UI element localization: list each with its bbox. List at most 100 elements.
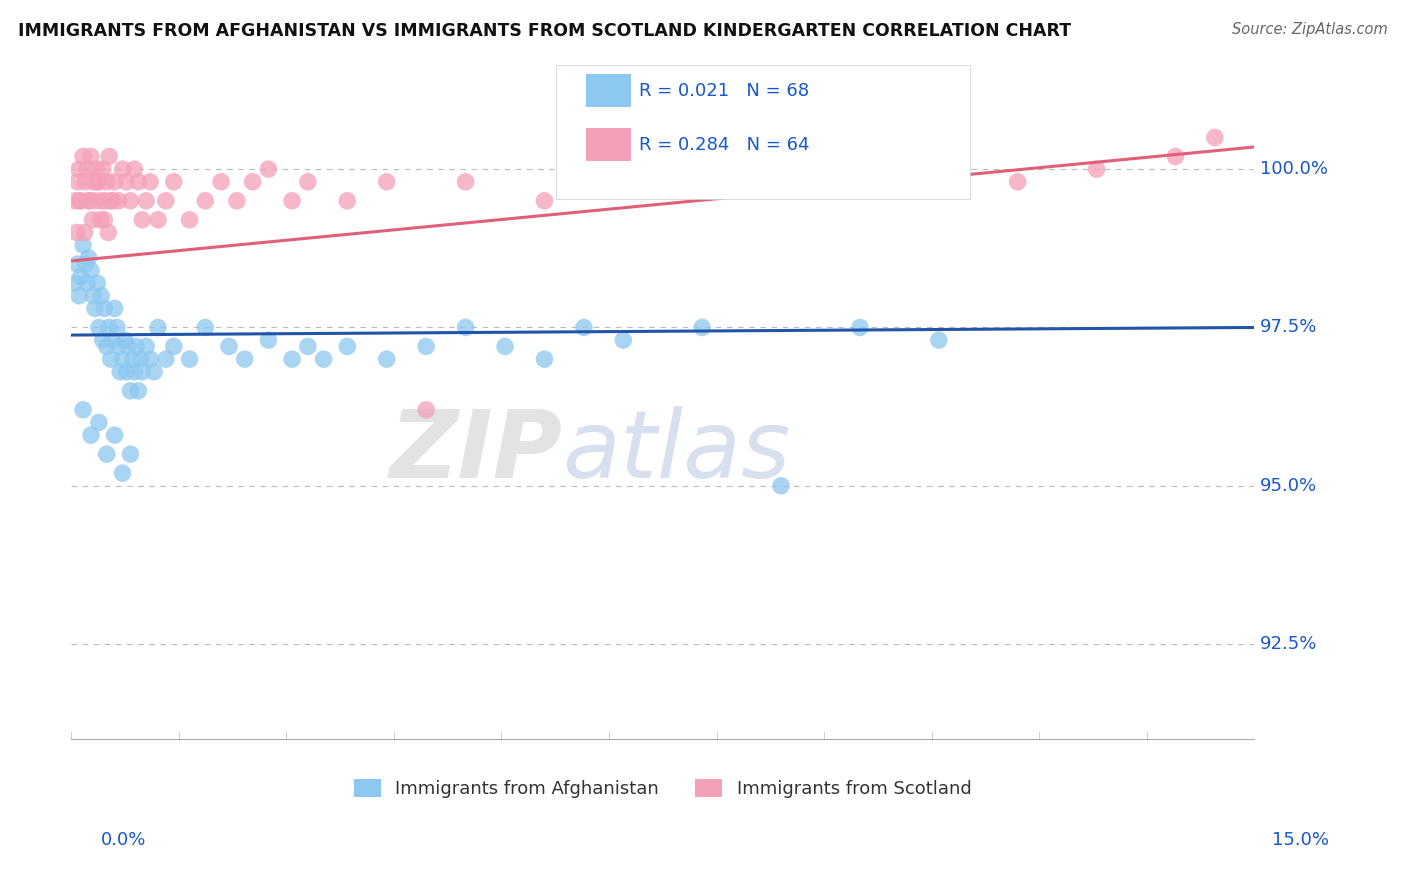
Point: [375, 175, 398, 189]
Point: [75, 257, 97, 271]
Point: [120, 384, 142, 398]
Point: [87, 416, 110, 430]
Point: [66, 175, 89, 189]
Point: [612, 149, 634, 163]
Point: [454, 320, 477, 334]
Point: [533, 194, 555, 208]
Point: [194, 194, 217, 208]
Point: [139, 352, 162, 367]
Point: [209, 175, 232, 189]
Point: [107, 194, 129, 208]
Point: [115, 175, 138, 189]
Point: [612, 333, 634, 347]
Point: [155, 194, 177, 208]
Point: [107, 339, 129, 353]
Point: [90, 289, 112, 303]
Bar: [586, 128, 631, 161]
Text: 0.0%: 0.0%: [101, 831, 146, 849]
Point: [146, 212, 169, 227]
Point: [111, 466, 134, 480]
Point: [79, 194, 101, 208]
Point: [63, 276, 86, 290]
Point: [101, 194, 124, 208]
Point: [1164, 149, 1187, 163]
Point: [1007, 175, 1029, 189]
Point: [100, 352, 122, 367]
Point: [494, 339, 516, 353]
Point: [97, 226, 120, 240]
Point: [90, 194, 112, 208]
Point: [179, 352, 201, 367]
Text: IMMIGRANTS FROM AFGHANISTAN VS IMMIGRANTS FROM SCOTLAND KINDERGARTEN CORRELATION: IMMIGRANTS FROM AFGHANISTAN VS IMMIGRANT…: [18, 22, 1071, 40]
Point: [143, 365, 166, 379]
Point: [121, 352, 143, 367]
Point: [242, 175, 264, 189]
Point: [80, 263, 103, 277]
Point: [129, 352, 152, 367]
Point: [91, 333, 114, 347]
Point: [572, 320, 595, 334]
Point: [89, 212, 111, 227]
Point: [104, 175, 127, 189]
Point: [75, 175, 97, 189]
Point: [77, 251, 100, 265]
Point: [86, 162, 108, 177]
Point: [127, 175, 149, 189]
Point: [928, 333, 950, 347]
Point: [111, 162, 134, 177]
Point: [111, 352, 134, 367]
Point: [80, 149, 103, 163]
Point: [135, 339, 157, 353]
Point: [115, 365, 138, 379]
Point: [770, 130, 793, 145]
Point: [69, 269, 91, 284]
Point: [533, 352, 555, 367]
Point: [690, 320, 713, 334]
Point: [86, 276, 108, 290]
Point: [108, 365, 131, 379]
Point: [312, 352, 335, 367]
Point: [76, 276, 98, 290]
Point: [375, 352, 398, 367]
Point: [80, 428, 103, 442]
Point: [83, 194, 105, 208]
Point: [104, 301, 127, 316]
Point: [93, 301, 115, 316]
Point: [135, 194, 157, 208]
Point: [69, 194, 91, 208]
FancyBboxPatch shape: [557, 65, 970, 199]
Point: [218, 339, 240, 353]
Text: R = 0.021   N = 68: R = 0.021 N = 68: [640, 82, 810, 100]
Point: [225, 194, 247, 208]
Point: [105, 320, 128, 334]
Point: [131, 212, 153, 227]
Point: [77, 194, 100, 208]
Text: 100.0%: 100.0%: [1260, 161, 1329, 178]
Point: [120, 194, 142, 208]
Point: [139, 175, 162, 189]
Point: [91, 162, 114, 177]
Point: [690, 175, 713, 189]
Point: [155, 352, 177, 367]
Point: [87, 320, 110, 334]
Point: [163, 175, 186, 189]
Point: [336, 194, 359, 208]
Point: [101, 333, 124, 347]
Point: [117, 339, 139, 353]
Point: [82, 289, 104, 303]
Point: [63, 194, 86, 208]
Point: [124, 365, 146, 379]
Point: [93, 212, 115, 227]
Text: ZIP: ZIP: [389, 406, 562, 498]
Text: 95.0%: 95.0%: [1260, 477, 1317, 495]
Legend: Immigrants from Afghanistan, Immigrants from Scotland: Immigrants from Afghanistan, Immigrants …: [347, 772, 979, 805]
Point: [114, 333, 136, 347]
Point: [72, 149, 94, 163]
Point: [415, 402, 437, 417]
Point: [233, 352, 256, 367]
Point: [124, 162, 146, 177]
Point: [1085, 162, 1108, 177]
Point: [281, 194, 304, 208]
Text: Source: ZipAtlas.com: Source: ZipAtlas.com: [1232, 22, 1388, 37]
Point: [849, 162, 872, 177]
